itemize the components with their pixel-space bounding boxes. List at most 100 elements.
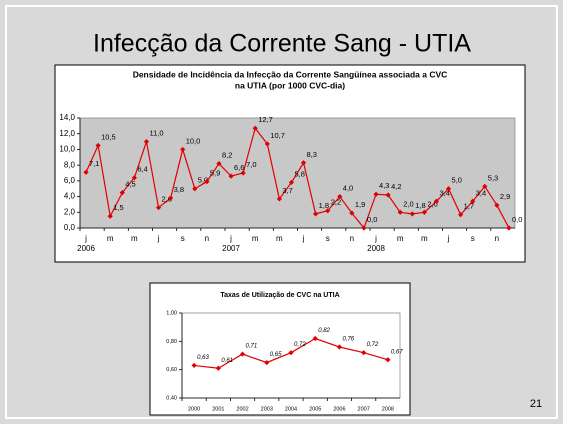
marker: [494, 202, 500, 208]
value-label: 5,0: [198, 176, 208, 185]
value-label: 3,8: [174, 185, 184, 194]
value-label: 0,65: [270, 352, 282, 358]
year-label: 2008: [367, 244, 385, 253]
value-label: 8,3: [307, 150, 317, 159]
value-label: 1,5: [113, 203, 123, 212]
x-tick-label: 2005: [309, 406, 321, 412]
marker: [180, 146, 186, 153]
x-tick-label: j: [84, 234, 87, 243]
value-label: 12,7: [258, 115, 273, 124]
value-label: 10,0: [186, 136, 201, 145]
year-label: 2006: [77, 244, 95, 253]
value-label: 4,5: [125, 180, 135, 189]
y-tick-label: 6,0: [64, 176, 76, 185]
marker: [95, 142, 101, 149]
value-label: 5,3: [488, 173, 498, 182]
x-tick-label: n: [205, 234, 209, 243]
x-tick-label: n: [350, 234, 354, 243]
value-label: 1,8: [319, 201, 329, 210]
marker: [276, 196, 282, 202]
value-label: 8,2: [222, 151, 232, 160]
y-tick-label: 2,0: [64, 207, 76, 216]
y-tick-label: 1,00: [166, 310, 177, 316]
marker: [409, 211, 415, 217]
value-label: 4,2: [391, 182, 401, 191]
line: [85, 126, 510, 230]
marker: [373, 191, 379, 197]
value-label: 7,0: [246, 160, 256, 169]
x-tick-label: 2006: [333, 406, 345, 412]
marker: [300, 160, 307, 166]
x-tick-label: n: [495, 234, 499, 243]
value-label: 3,7: [282, 186, 292, 195]
value-label: 11,0: [149, 129, 163, 138]
value-label: 0,76: [342, 337, 354, 343]
x-tick-label: j: [447, 234, 450, 243]
value-label: 2,9: [500, 192, 510, 201]
marker: [240, 170, 246, 176]
marker: [325, 208, 331, 214]
value-label: 3,4: [476, 188, 486, 197]
marker: [288, 179, 295, 186]
value-label: 1,9: [355, 200, 365, 209]
marker: [313, 211, 319, 217]
y-tick-label: 0,60: [166, 367, 177, 373]
y-tick-label: 0,0: [64, 223, 76, 232]
value-label: 2,6: [162, 195, 172, 204]
marker: [288, 350, 294, 356]
marker: [204, 179, 210, 185]
x-tick-label: j: [302, 234, 305, 243]
value-label: 0,63: [197, 355, 209, 361]
marker: [482, 183, 488, 189]
x-tick-label: m: [421, 234, 428, 243]
marker: [143, 138, 150, 145]
value-label: 7,1: [89, 159, 99, 168]
y-tick-label: 14,0: [59, 113, 75, 122]
value-label: 5,9: [210, 169, 220, 178]
chart-title: Taxas de Utilização de CVC na UTIA: [220, 292, 339, 299]
value-label: 10,7: [270, 131, 285, 140]
marker: [264, 141, 270, 147]
y-tick-label: 4,0: [64, 192, 76, 201]
value-label: 6,6: [234, 163, 244, 172]
x-tick-label: 2001: [212, 406, 224, 412]
marker: [445, 186, 452, 192]
value-label: 4,3: [379, 181, 389, 190]
value-label: 0,82: [318, 328, 330, 334]
value-label: 0,71: [246, 344, 258, 350]
marker: [361, 225, 367, 231]
marker: [337, 193, 343, 200]
value-label: 2,0: [403, 199, 413, 208]
slide-title: Infecção da Corrente Sang - UTIA: [93, 30, 471, 58]
marker: [191, 362, 197, 369]
x-tick-label: 2008: [382, 406, 394, 412]
marker: [470, 198, 476, 204]
marker: [119, 190, 125, 196]
marker: [385, 192, 391, 198]
value-label: 0,0: [512, 215, 522, 224]
marker: [216, 160, 222, 167]
year-label: 2007: [222, 244, 240, 253]
value-label: 2,2: [331, 198, 341, 207]
x-tick-label: 2007: [358, 406, 370, 412]
marker: [168, 195, 174, 201]
marker: [421, 209, 427, 215]
value-label: 3,4: [439, 188, 449, 197]
value-label: 0,72: [294, 342, 306, 348]
plot-area: [181, 312, 401, 399]
x-tick-label: 2002: [236, 406, 248, 412]
marker: [397, 209, 403, 215]
marker: [361, 350, 367, 356]
y-tick-label: 8,0: [64, 160, 76, 169]
page-number: 21: [530, 398, 542, 410]
marker: [192, 186, 198, 192]
value-label: 2,0: [427, 199, 437, 208]
value-label: 0,67: [391, 349, 403, 355]
x-tick-label: s: [181, 234, 185, 243]
chart-title: Densidade de Incidência da Infecção da C…: [133, 69, 448, 79]
x-tick-label: 2000: [188, 406, 200, 412]
x-tick-label: j: [374, 234, 377, 243]
x-tick-label: m: [276, 234, 283, 243]
marker: [336, 344, 343, 350]
